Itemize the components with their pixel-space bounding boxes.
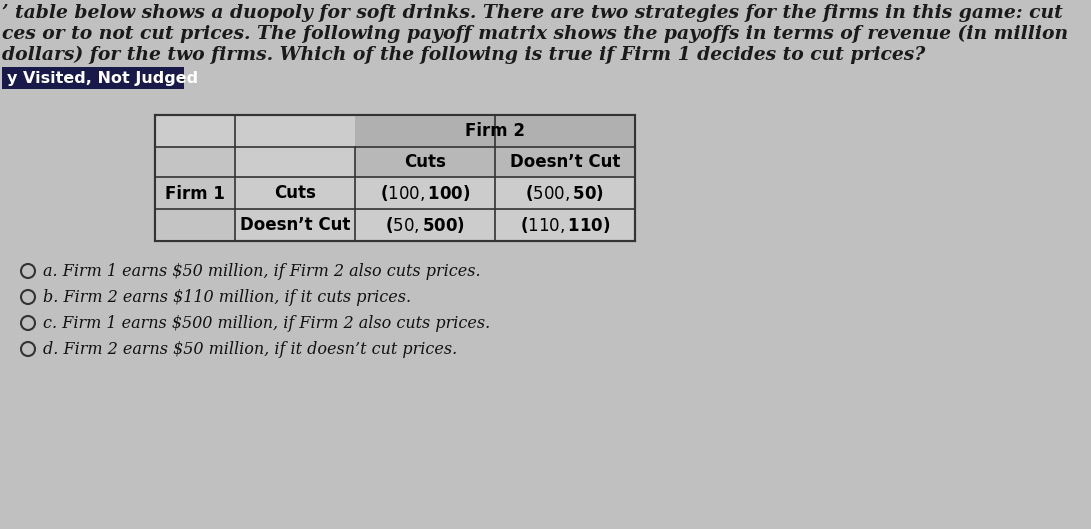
Text: ’ table below shows a duopoly for soft drinks. There are two strategies for the : ’ table below shows a duopoly for soft d…	[2, 4, 1063, 22]
Text: b. Firm 2 earns $110 million, if it cuts prices.: b. Firm 2 earns $110 million, if it cuts…	[43, 288, 411, 306]
Bar	[155, 115, 635, 241]
Text: d. Firm 2 earns $50 million, if it doesn’t cut prices.: d. Firm 2 earns $50 million, if it doesn…	[43, 341, 457, 358]
Text: ($110, $110): ($110, $110)	[519, 215, 610, 235]
Text: Firm 1: Firm 1	[165, 185, 225, 203]
Text: Cuts: Cuts	[404, 153, 446, 171]
Text: ($100, $100): ($100, $100)	[380, 183, 470, 203]
Text: a. Firm 1 earns $50 million, if Firm 2 also cuts prices.: a. Firm 1 earns $50 million, if Firm 2 a…	[43, 262, 481, 279]
Text: ces or to not cut prices. The following payoff matrix shows the payoffs in terms: ces or to not cut prices. The following …	[2, 25, 1068, 43]
Bar	[355, 147, 635, 177]
Bar	[355, 115, 635, 147]
FancyBboxPatch shape	[2, 67, 184, 89]
Text: ($500, $50): ($500, $50)	[526, 183, 604, 203]
Text: y Visited, Not Judged: y Visited, Not Judged	[7, 70, 199, 86]
Text: Doesn’t Cut: Doesn’t Cut	[509, 153, 620, 171]
Text: dollars) for the two firms. Which of the following is true if Firm 1 decides to : dollars) for the two firms. Which of the…	[2, 46, 925, 64]
Text: c. Firm 1 earns $500 million, if Firm 2 also cuts prices.: c. Firm 1 earns $500 million, if Firm 2 …	[43, 315, 490, 332]
Text: Doesn’t Cut: Doesn’t Cut	[240, 216, 350, 234]
Text: ($50, $500): ($50, $500)	[385, 215, 465, 235]
Text: Cuts: Cuts	[274, 184, 316, 202]
Text: Firm 2: Firm 2	[465, 122, 525, 140]
Bar	[155, 147, 235, 241]
